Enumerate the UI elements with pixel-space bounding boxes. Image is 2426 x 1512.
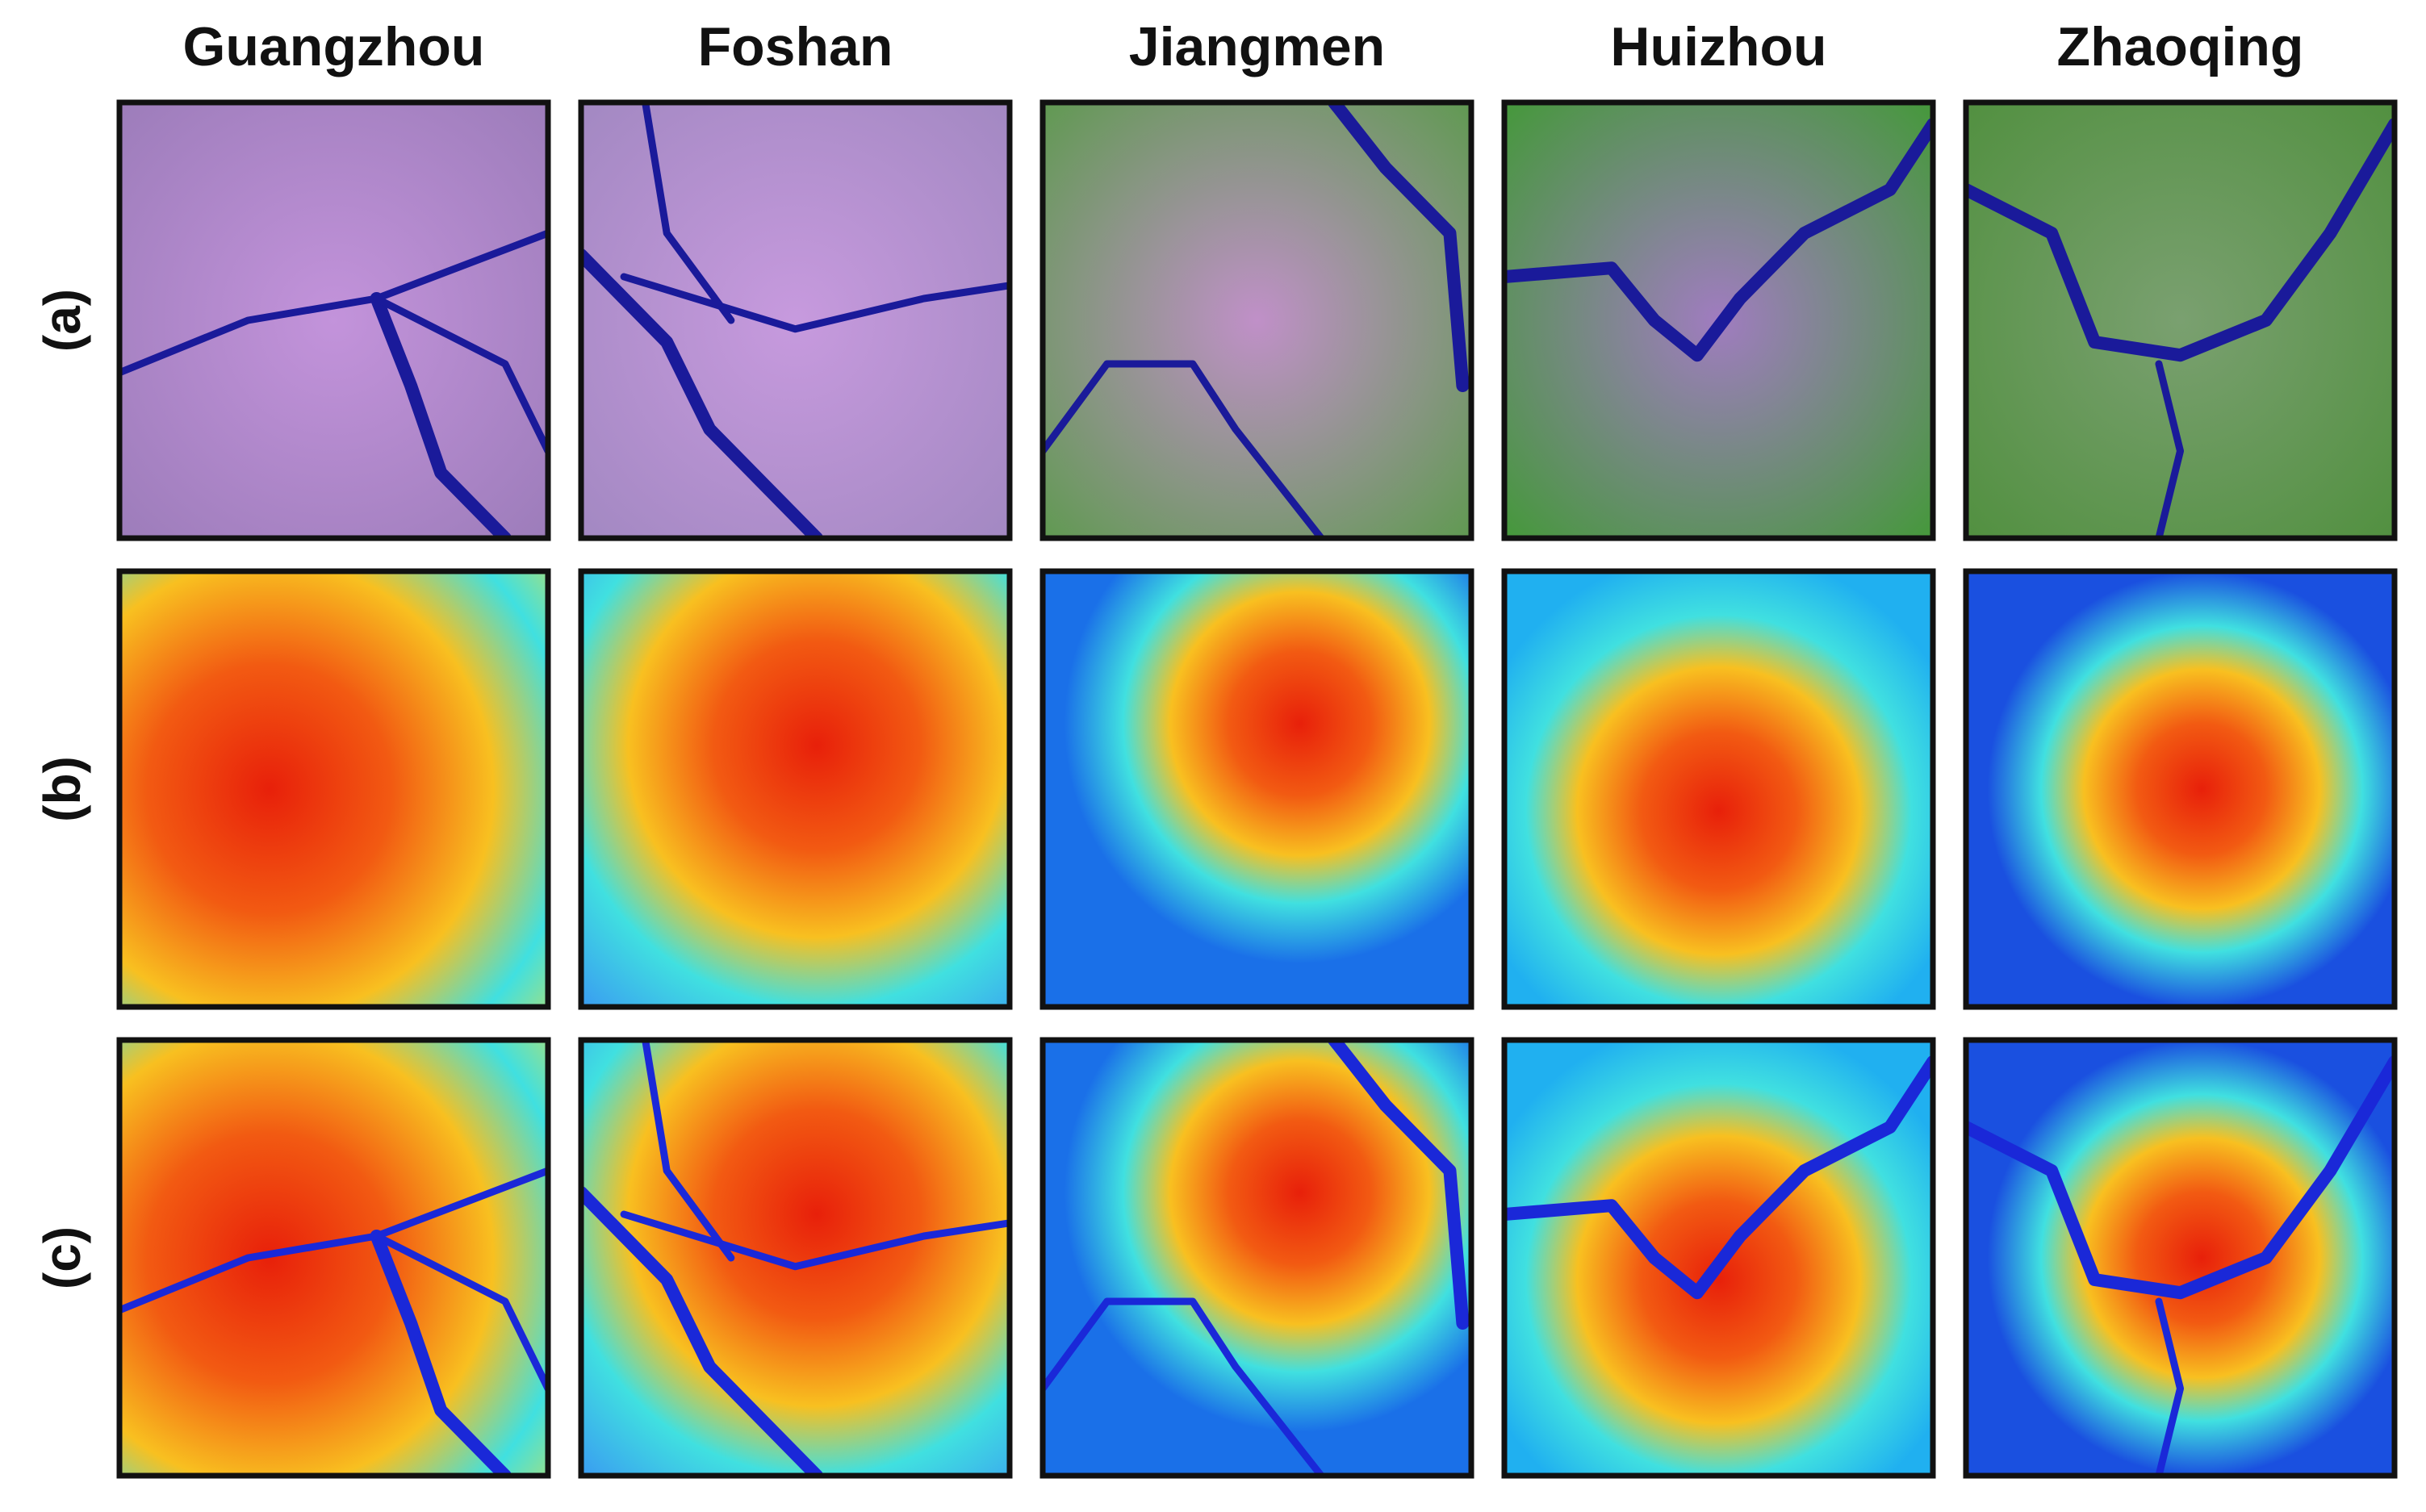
row-label: (a): [33, 289, 91, 352]
panel-fill: [1043, 1040, 1471, 1476]
panel-fill: [119, 102, 548, 538]
river: [581, 1186, 824, 1476]
river: [373, 1232, 548, 1393]
image-panel: [1504, 1040, 1933, 1476]
panel-border: [1039, 1037, 1474, 1479]
river: [370, 292, 512, 538]
image-panel: [1043, 102, 1471, 538]
panel-fill: [1966, 102, 2395, 538]
river: [2155, 360, 2184, 538]
image-panel: [119, 102, 548, 538]
river: [1504, 118, 1933, 362]
column-title: Guangzhou: [183, 16, 485, 77]
river: [581, 249, 824, 538]
river: [642, 1040, 735, 1262]
image-panel: [581, 1040, 1010, 1476]
image-panel: [119, 571, 548, 1007]
river: [1328, 102, 1470, 392]
image-panel: [119, 1040, 548, 1476]
panel-border: [1963, 1037, 2398, 1479]
panel-fill: [1966, 571, 2395, 1007]
row-label: (b): [33, 756, 91, 822]
panel-border: [578, 1037, 1013, 1479]
panel-border: [1501, 1037, 1936, 1479]
panel-border: [1039, 568, 1474, 1010]
river: [373, 294, 548, 455]
panel-fill: [119, 571, 548, 1007]
river: [119, 1167, 548, 1314]
panel-fill: [1966, 1040, 2395, 1476]
river: [370, 1230, 512, 1476]
image-panel: [1966, 1040, 2395, 1476]
river: [1504, 1055, 1933, 1300]
image-panel: [581, 102, 1010, 538]
panel-border: [116, 568, 551, 1010]
panel-fill: [1504, 571, 1933, 1007]
image-panel: [1966, 102, 2395, 538]
panel-border: [116, 1037, 551, 1479]
image-panel: [1043, 1040, 1471, 1476]
panel-border: [1501, 99, 1936, 541]
image-panel: [1504, 571, 1933, 1007]
image-panel: [1504, 102, 1933, 538]
river: [620, 1210, 1010, 1271]
river: [119, 229, 548, 377]
row-label: (c): [33, 1226, 91, 1289]
river: [2155, 1297, 2184, 1476]
column-title: Jiangmen: [1129, 16, 1385, 77]
river: [1966, 1055, 2395, 1300]
panel-fill: [581, 571, 1010, 1007]
river: [1328, 1040, 1470, 1330]
column-title: Huizhou: [1610, 16, 1826, 77]
panel-fill: [1043, 102, 1471, 538]
river: [642, 102, 735, 324]
river: [620, 273, 1010, 333]
panel-fill: [119, 1040, 548, 1476]
river: [1043, 1297, 1325, 1476]
panel-border: [1963, 99, 2398, 541]
river: [1966, 118, 2395, 362]
panel-border: [578, 568, 1013, 1010]
image-panel: [1966, 571, 2395, 1007]
column-title: Zhaoqing: [2057, 16, 2304, 77]
image-panel: [581, 571, 1010, 1007]
panel-border: [116, 99, 551, 541]
panel-border: [1963, 568, 2398, 1010]
image-panel: [1043, 571, 1471, 1007]
panel-border: [1039, 99, 1474, 541]
column-title: Foshan: [698, 16, 893, 77]
panel-border: [578, 99, 1013, 541]
river: [1043, 360, 1325, 538]
panel-border: [1501, 568, 1936, 1010]
panel-fill: [1043, 571, 1471, 1007]
